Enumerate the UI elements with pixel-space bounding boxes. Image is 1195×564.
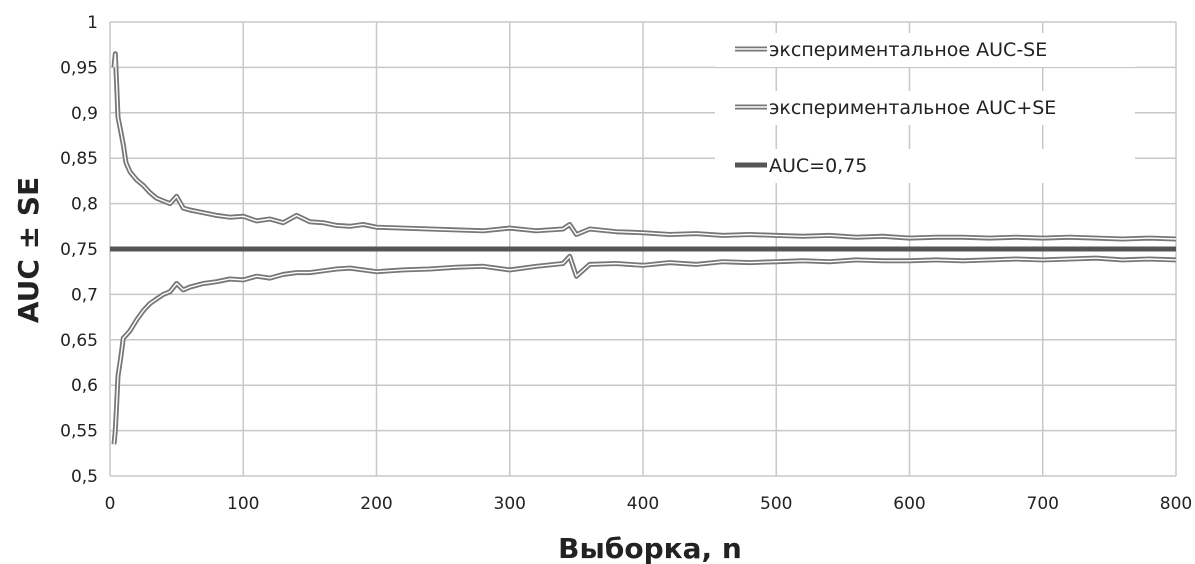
legend-label: экспериментальное AUC-SE xyxy=(769,39,1047,61)
y-axis-title: AUC ± SE xyxy=(12,177,45,323)
y-tick-label: 0,8 xyxy=(71,195,98,215)
y-tick-label: 0,6 xyxy=(71,376,98,396)
series-line-core-1 xyxy=(113,255,1177,445)
x-tick-label: 100 xyxy=(227,494,259,514)
y-tick-label: 0,7 xyxy=(71,285,98,305)
y-tick-label: 1 xyxy=(87,13,98,33)
x-tick-label: 500 xyxy=(760,494,792,514)
series-line-1 xyxy=(111,253,1177,445)
x-tick-label: 800 xyxy=(1160,494,1192,514)
y-tick-label: 0,65 xyxy=(60,331,98,351)
y-tick-label: 0,5 xyxy=(71,467,98,487)
x-axis-title: Выборка, n xyxy=(558,532,742,564)
x-tick-label: 300 xyxy=(494,494,526,514)
legend-background xyxy=(715,149,1135,183)
series-line-core-0 xyxy=(113,53,1177,240)
legend-label: AUC=0,75 xyxy=(769,155,867,177)
legend-label: экспериментальное AUC+SE xyxy=(769,97,1056,119)
x-tick-label: 0 xyxy=(105,494,116,514)
legend: экспериментальное AUC-SE экспериментально… xyxy=(715,33,1135,183)
x-tick-label: 400 xyxy=(627,494,659,514)
legend-background xyxy=(715,33,1135,67)
x-tick-label: 200 xyxy=(360,494,392,514)
y-tick-label: 0,75 xyxy=(60,240,98,260)
y-tick-label: 0,55 xyxy=(60,422,98,442)
series-layer xyxy=(110,51,1177,445)
y-tick-label: 0,95 xyxy=(60,58,98,78)
y-tick-label: 0,85 xyxy=(60,149,98,169)
x-tick-label: 600 xyxy=(893,494,925,514)
series-line-0 xyxy=(111,51,1177,242)
y-tick-label: 0,9 xyxy=(71,104,98,124)
legend-background xyxy=(715,91,1135,125)
x-tick-label: 700 xyxy=(1027,494,1059,514)
ticks: 0,5 0,55 0,6 0,65 0,7 0,75 0,8 0,85 0,9 0,95 1 0 100… xyxy=(60,13,1192,514)
